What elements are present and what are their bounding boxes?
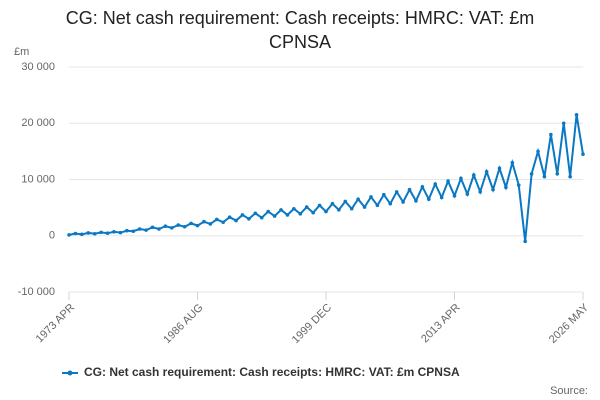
point — [131, 229, 136, 234]
point — [311, 210, 315, 215]
point — [407, 187, 412, 192]
point — [247, 217, 251, 221]
point — [182, 224, 187, 229]
point — [343, 199, 348, 204]
point — [112, 230, 116, 234]
point — [459, 176, 463, 181]
point — [337, 208, 341, 212]
y-axis-label: £m — [14, 46, 29, 58]
point — [362, 205, 367, 209]
point — [388, 201, 393, 206]
point — [523, 239, 527, 244]
point — [555, 172, 560, 176]
point — [170, 226, 174, 230]
point — [137, 227, 142, 231]
point — [433, 182, 438, 186]
point — [208, 222, 213, 226]
x-tick-label: 1986 AUG — [161, 302, 205, 346]
point — [266, 209, 270, 214]
point — [414, 199, 418, 203]
point — [144, 228, 148, 232]
point — [484, 169, 489, 174]
point — [317, 203, 322, 208]
point — [516, 183, 521, 187]
point — [73, 231, 78, 236]
point — [420, 185, 425, 189]
point — [99, 230, 103, 235]
point — [542, 174, 547, 179]
point — [439, 195, 444, 200]
point — [382, 192, 386, 197]
point — [227, 215, 232, 219]
point — [92, 231, 97, 236]
point — [240, 213, 245, 217]
point — [176, 223, 181, 227]
point — [356, 197, 360, 201]
series-line — [68, 114, 584, 242]
x-tick-label: 1973 APR — [34, 302, 78, 346]
point — [465, 192, 470, 196]
point — [581, 152, 585, 156]
point — [67, 233, 71, 237]
point — [324, 209, 328, 214]
point — [214, 217, 219, 222]
point — [427, 197, 431, 201]
point — [330, 201, 335, 206]
point — [202, 219, 206, 224]
point — [298, 212, 303, 216]
point — [568, 174, 572, 179]
x-tick-label: 2026 MAY — [547, 301, 592, 346]
point — [536, 149, 540, 154]
y-tick-label: -10 000 — [18, 286, 55, 298]
point — [292, 206, 296, 211]
point — [105, 231, 110, 236]
point — [529, 172, 534, 176]
point — [491, 187, 495, 192]
point — [304, 205, 309, 209]
legend-marker — [67, 370, 73, 376]
point — [285, 213, 290, 217]
point — [394, 190, 399, 194]
point — [259, 215, 264, 220]
point — [369, 195, 373, 199]
point — [163, 224, 168, 228]
source: Source: — [550, 385, 588, 397]
point — [504, 185, 508, 190]
point — [349, 206, 354, 211]
point — [401, 200, 405, 204]
x-tick-label: 1999 DEC — [290, 302, 334, 346]
point — [561, 121, 566, 126]
x-tick-label: 2013 APR — [419, 302, 463, 346]
point — [189, 221, 193, 226]
point — [272, 214, 277, 218]
point — [118, 230, 123, 235]
point — [279, 208, 283, 212]
point — [452, 194, 457, 198]
point — [471, 173, 476, 177]
point — [253, 211, 258, 216]
point — [80, 232, 84, 237]
y-tick-label: 20 000 — [21, 117, 55, 129]
point — [157, 227, 161, 231]
point — [574, 113, 579, 117]
point — [234, 218, 238, 223]
y-tick-label: 30 000 — [21, 61, 55, 73]
point — [446, 179, 450, 183]
point — [221, 220, 225, 225]
legend-text: CG: Net cash requirement: Cash receipts:… — [84, 365, 460, 379]
point — [375, 203, 380, 208]
point — [150, 225, 155, 230]
point — [497, 166, 502, 171]
point — [549, 132, 553, 137]
point — [195, 223, 200, 228]
point — [478, 190, 483, 194]
chart-title: CG: Net cash requirement: Cash receipts:… — [65, 8, 535, 52]
y-tick-label: 0 — [49, 230, 55, 242]
point — [125, 228, 129, 233]
point — [510, 160, 515, 165]
y-tick-label: 10 000 — [21, 173, 55, 185]
point — [86, 231, 91, 235]
